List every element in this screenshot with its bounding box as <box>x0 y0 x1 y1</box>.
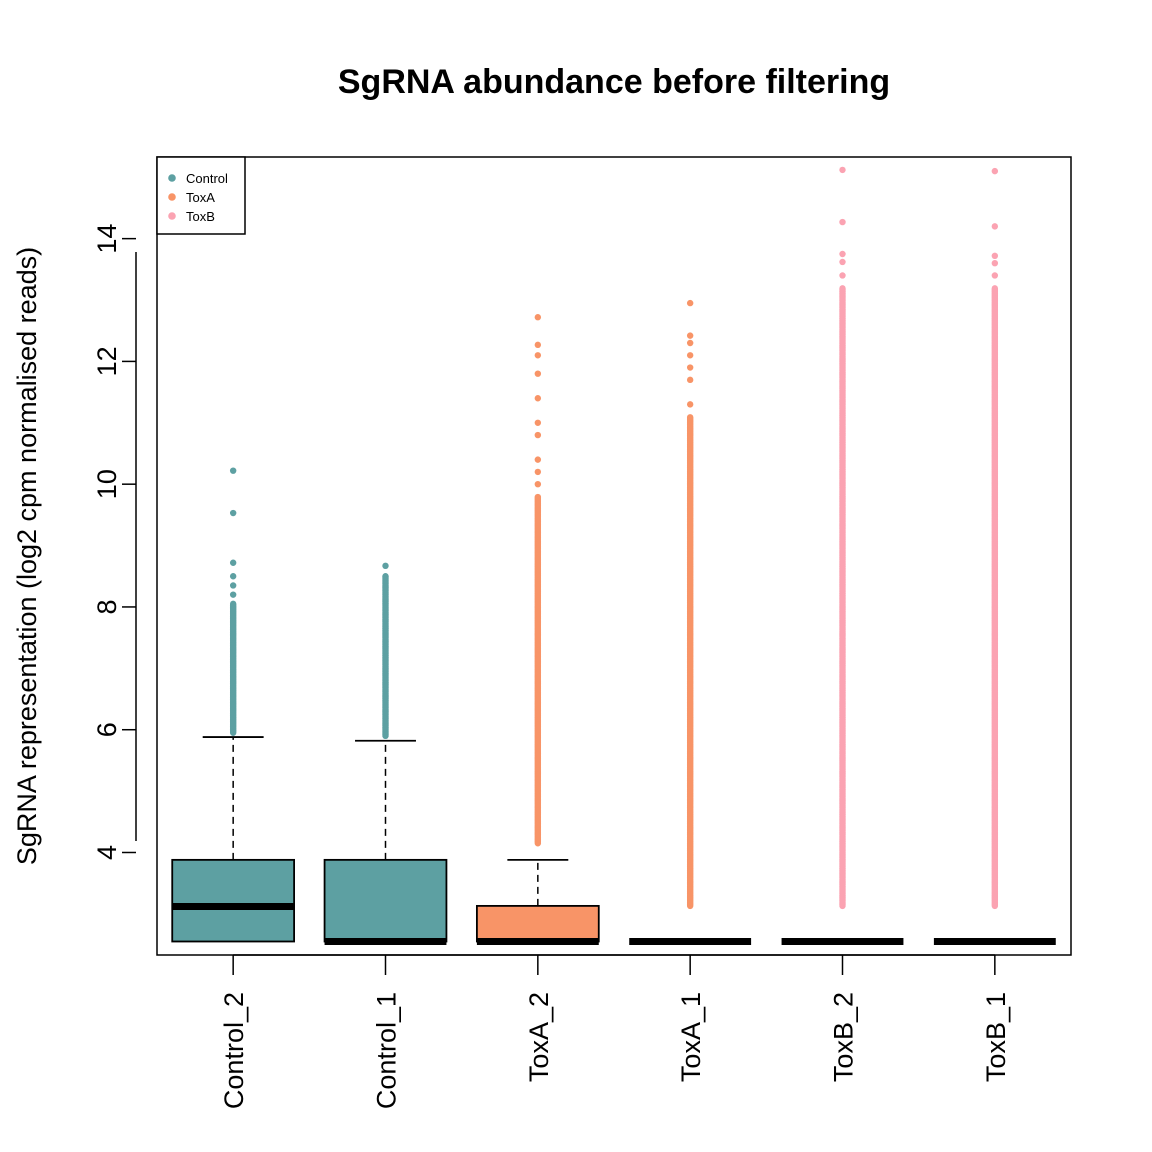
y-tick-label-12: 12 <box>92 346 122 376</box>
outlier-point <box>535 314 541 320</box>
legend-marker-ToxA <box>168 193 176 201</box>
y-axis: 4 6 8 10 12 14 <box>92 224 136 860</box>
legend: Control ToxA ToxB <box>157 157 245 234</box>
outlier-point <box>839 251 845 257</box>
outlier-point <box>992 272 998 278</box>
outlier-point <box>687 340 693 346</box>
y-tick-label-10: 10 <box>92 469 122 499</box>
outlier-point <box>535 352 541 358</box>
outlier-point <box>535 395 541 401</box>
outlier-point <box>535 370 541 376</box>
outlier-point <box>230 467 236 473</box>
outlier-point <box>839 219 845 225</box>
legend-label-ToxA: ToxA <box>186 190 215 205</box>
chart-title: SgRNA abundance before filtering <box>338 63 890 101</box>
outlier-point <box>839 259 845 265</box>
box-ToxA_1 <box>629 300 751 942</box>
y-tick-label-6: 6 <box>92 722 122 737</box>
x-tick-label-ToxB_2: ToxB_2 <box>829 992 859 1082</box>
y-tick-label-14: 14 <box>92 224 122 254</box>
outlier-point <box>382 573 388 579</box>
outlier-point <box>230 573 236 579</box>
legend-marker-ToxB <box>168 212 176 220</box>
outlier-point <box>687 364 693 370</box>
box-Control_1 <box>325 563 447 942</box>
x-tick-label-ToxB_1: ToxB_1 <box>981 992 1011 1082</box>
box-ToxB_1 <box>934 168 1056 942</box>
outlier-point <box>992 168 998 174</box>
outlier-point <box>535 494 541 500</box>
plot-frame <box>157 157 1071 955</box>
outlier-point <box>687 377 693 383</box>
outlier-point <box>535 469 541 475</box>
outlier-point <box>687 414 693 420</box>
box-body <box>172 860 294 942</box>
legend-label-ToxB: ToxB <box>186 209 215 224</box>
box-body <box>477 906 599 942</box>
y-axis-label: SgRNA representation (log2 cpm normalise… <box>12 247 42 865</box>
box-body <box>325 860 447 942</box>
outlier-point <box>230 601 236 607</box>
outlier-point <box>687 300 693 306</box>
outlier-point <box>687 352 693 358</box>
boxes <box>172 167 1056 942</box>
box-Control_2 <box>172 467 294 941</box>
outlier-point <box>230 510 236 516</box>
outlier-point <box>839 272 845 278</box>
outlier-point <box>230 582 236 588</box>
box-ToxA_2 <box>477 314 599 941</box>
outlier-point <box>230 591 236 597</box>
outlier-point <box>839 167 845 173</box>
y-tick-label-8: 8 <box>92 599 122 614</box>
outlier-point <box>382 563 388 569</box>
legend-marker-Control <box>168 174 176 182</box>
x-axis: Control_2 Control_1 ToxA_2 ToxA_1 ToxB_2 ToxB… <box>219 955 1011 1109</box>
outlier-point <box>992 260 998 266</box>
x-tick-label-ToxA_1: ToxA_1 <box>676 992 706 1082</box>
outlier-point <box>687 332 693 338</box>
outlier-point <box>535 420 541 426</box>
outlier-point <box>230 560 236 566</box>
outlier-point <box>687 401 693 407</box>
x-tick-label-Control_2: Control_2 <box>219 992 249 1109</box>
box-ToxB_2 <box>782 167 904 942</box>
x-tick-label-Control_1: Control_1 <box>372 992 402 1109</box>
legend-label-Control: Control <box>186 171 228 186</box>
y-tick-label-4: 4 <box>92 845 122 860</box>
outlier-point <box>992 285 998 291</box>
outlier-point <box>535 456 541 462</box>
outlier-point <box>839 285 845 291</box>
outlier-point <box>992 223 998 229</box>
x-tick-label-ToxA_2: ToxA_2 <box>524 992 554 1082</box>
outlier-point <box>535 481 541 487</box>
outlier-point <box>535 342 541 348</box>
outlier-point <box>992 253 998 259</box>
outlier-point <box>535 432 541 438</box>
